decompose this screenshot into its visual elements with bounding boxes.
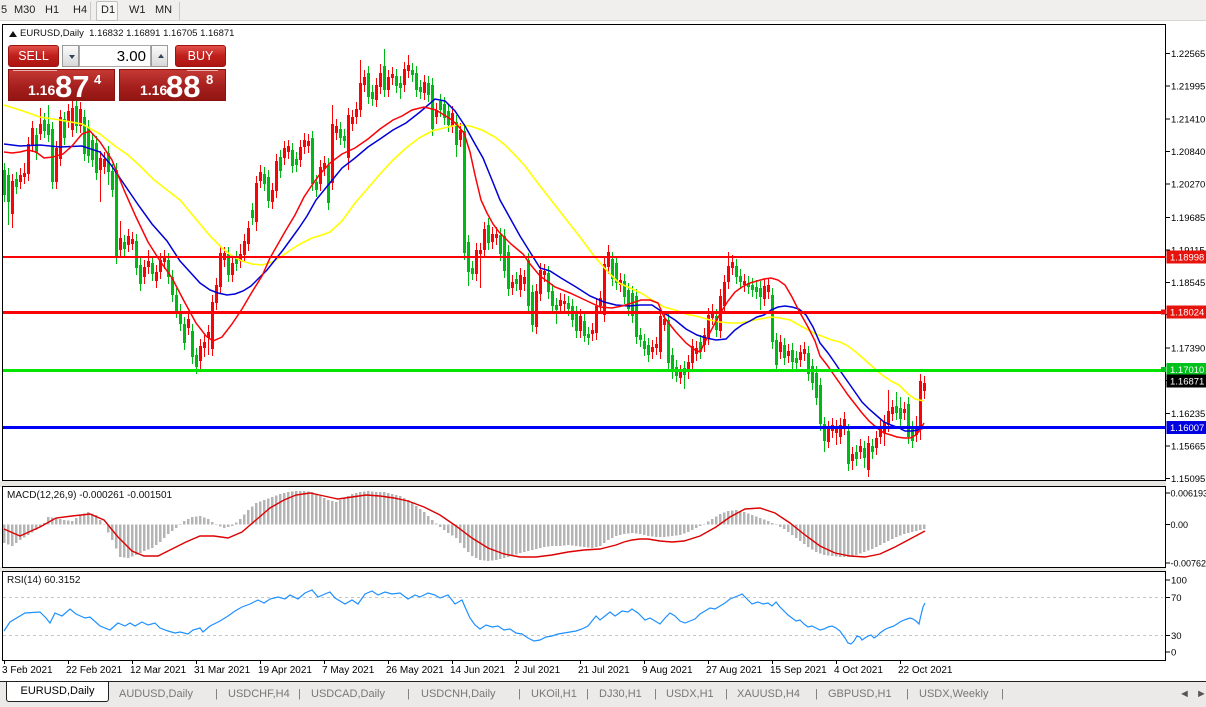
svg-text:1.16871: 1.16871 bbox=[1170, 377, 1204, 388]
svg-text:9 Aug 2021: 9 Aug 2021 bbox=[642, 665, 693, 676]
svg-text:26 May 2021: 26 May 2021 bbox=[386, 665, 444, 676]
svg-text:1.15095: 1.15095 bbox=[1171, 474, 1205, 485]
svg-text:12 Mar 2021: 12 Mar 2021 bbox=[130, 665, 187, 676]
svg-text:1.21995: 1.21995 bbox=[1171, 81, 1205, 92]
svg-text:21 Jul 2021: 21 Jul 2021 bbox=[578, 665, 630, 676]
svg-text:1.20270: 1.20270 bbox=[1171, 180, 1205, 191]
svg-text:22 Feb 2021: 22 Feb 2021 bbox=[66, 665, 123, 676]
svg-text:31 Mar 2021: 31 Mar 2021 bbox=[194, 665, 251, 676]
svg-text:1.21410: 1.21410 bbox=[1171, 115, 1205, 126]
svg-text:4 Oct 2021: 4 Oct 2021 bbox=[834, 665, 883, 676]
svg-text:30: 30 bbox=[1171, 631, 1182, 642]
svg-text:7 May 2021: 7 May 2021 bbox=[322, 665, 375, 676]
svg-text:1.17390: 1.17390 bbox=[1171, 344, 1205, 355]
svg-text:3 Feb 2021: 3 Feb 2021 bbox=[2, 665, 53, 676]
svg-text:15 Sep 2021: 15 Sep 2021 bbox=[770, 665, 827, 676]
svg-text:1.16235: 1.16235 bbox=[1171, 409, 1205, 420]
svg-text:1.18024: 1.18024 bbox=[1170, 308, 1204, 319]
svg-text:1.17010: 1.17010 bbox=[1170, 365, 1204, 376]
svg-text:-0.00762: -0.00762 bbox=[1171, 559, 1206, 569]
svg-text:2 Jul 2021: 2 Jul 2021 bbox=[514, 665, 561, 676]
svg-text:1.19685: 1.19685 bbox=[1171, 213, 1205, 224]
svg-text:1.18998: 1.18998 bbox=[1170, 253, 1204, 264]
svg-text:0: 0 bbox=[1171, 648, 1176, 659]
svg-text:1.16007: 1.16007 bbox=[1170, 423, 1204, 434]
svg-text:0.00: 0.00 bbox=[1171, 520, 1189, 530]
svg-text:1.15665: 1.15665 bbox=[1171, 442, 1205, 453]
svg-text:0.006193: 0.006193 bbox=[1171, 489, 1206, 499]
svg-text:22 Oct 2021: 22 Oct 2021 bbox=[898, 665, 953, 676]
svg-text:1.18545: 1.18545 bbox=[1171, 278, 1205, 289]
svg-text:14 Jun 2021: 14 Jun 2021 bbox=[450, 665, 505, 676]
svg-text:27 Aug 2021: 27 Aug 2021 bbox=[706, 665, 763, 676]
svg-text:70: 70 bbox=[1171, 593, 1182, 604]
svg-text:1.22565: 1.22565 bbox=[1171, 49, 1205, 60]
svg-text:1.20840: 1.20840 bbox=[1171, 147, 1205, 158]
svg-text:19 Apr 2021: 19 Apr 2021 bbox=[258, 665, 312, 676]
svg-text:100: 100 bbox=[1171, 576, 1187, 587]
